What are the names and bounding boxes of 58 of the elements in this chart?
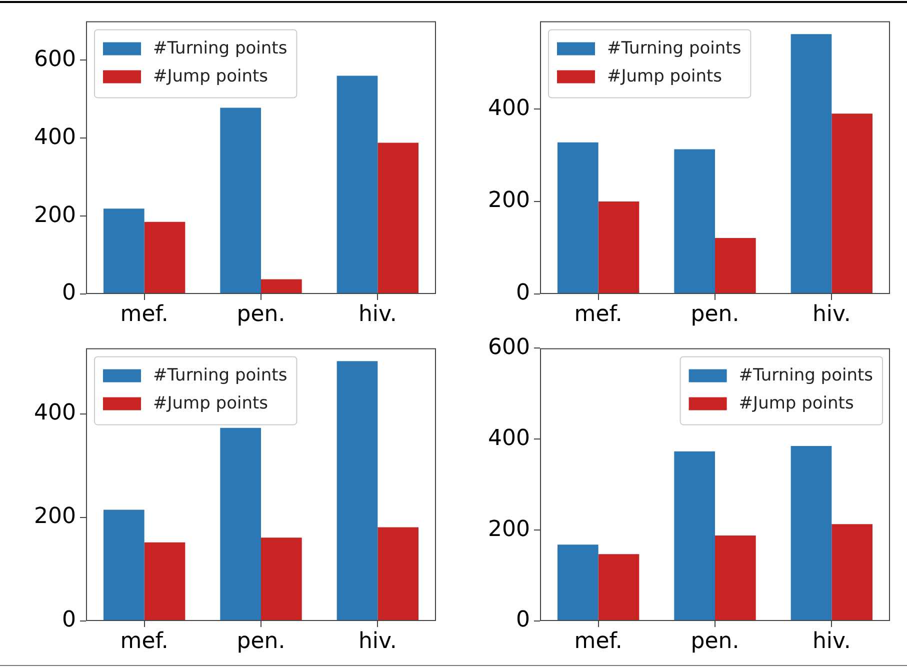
x-tick-label: mef. — [574, 302, 622, 327]
y-tick-label: 200 — [34, 504, 76, 530]
bar — [220, 428, 261, 620]
y-tick-label: 400 — [488, 426, 530, 451]
bar — [261, 279, 302, 294]
bar — [832, 524, 872, 620]
bar — [790, 446, 832, 620]
y-tick-label: 200 — [34, 202, 76, 228]
bar — [104, 510, 144, 620]
x-tick-label: hiv. — [812, 628, 851, 654]
y-tick-label: 600 — [488, 334, 530, 360]
bar — [558, 544, 598, 620]
y-tick-label: 0 — [516, 608, 530, 633]
x-tick-label: mef. — [120, 302, 168, 327]
x-tick-label: pen. — [236, 302, 286, 327]
y-tick-label: 400 — [488, 96, 530, 121]
x-tick-label: pen. — [690, 628, 740, 654]
bar — [336, 76, 378, 294]
x-tick-label: pen. — [236, 628, 286, 654]
x-tick-label: mef. — [120, 628, 168, 654]
y-tick-label: 200 — [488, 188, 530, 214]
legend-label: #Jump points — [607, 66, 722, 87]
bar — [336, 361, 378, 620]
bar — [790, 34, 832, 294]
legend-label: #Jump points — [153, 394, 268, 414]
bar — [378, 527, 418, 620]
legend-label: #Jump points — [153, 66, 268, 87]
bar — [558, 142, 598, 294]
y-tick-label: 200 — [488, 516, 530, 542]
y-tick-label: 0 — [62, 280, 76, 306]
y-tick-label: 600 — [34, 46, 76, 72]
x-tick-label: hiv. — [812, 302, 851, 327]
x-tick-label: mef. — [574, 628, 622, 654]
bar — [832, 114, 872, 294]
y-tick-label: 400 — [34, 124, 76, 150]
y-tick-label: 0 — [516, 280, 530, 306]
legend-label: #Jump points — [738, 394, 854, 414]
y-tick-label: 400 — [34, 400, 76, 426]
bar — [715, 238, 756, 294]
bar — [104, 208, 144, 294]
bar — [674, 451, 715, 620]
bar — [220, 108, 261, 294]
bar — [715, 536, 756, 620]
bar — [598, 554, 640, 620]
legend-label: #Turning points — [607, 38, 742, 59]
y-tick-label: 0 — [62, 608, 76, 633]
legend-label: #Turning points — [153, 38, 288, 59]
bar — [598, 202, 640, 294]
legend-label: #Turning points — [153, 366, 288, 386]
bar — [378, 142, 418, 294]
x-tick-label: hiv. — [358, 302, 397, 327]
bar — [144, 542, 186, 620]
legend-label: #Turning points — [738, 366, 874, 386]
bar — [261, 538, 302, 620]
x-tick-label: hiv. — [358, 628, 397, 654]
bar — [674, 149, 715, 294]
bar — [144, 222, 186, 294]
x-tick-label: pen. — [690, 302, 740, 327]
